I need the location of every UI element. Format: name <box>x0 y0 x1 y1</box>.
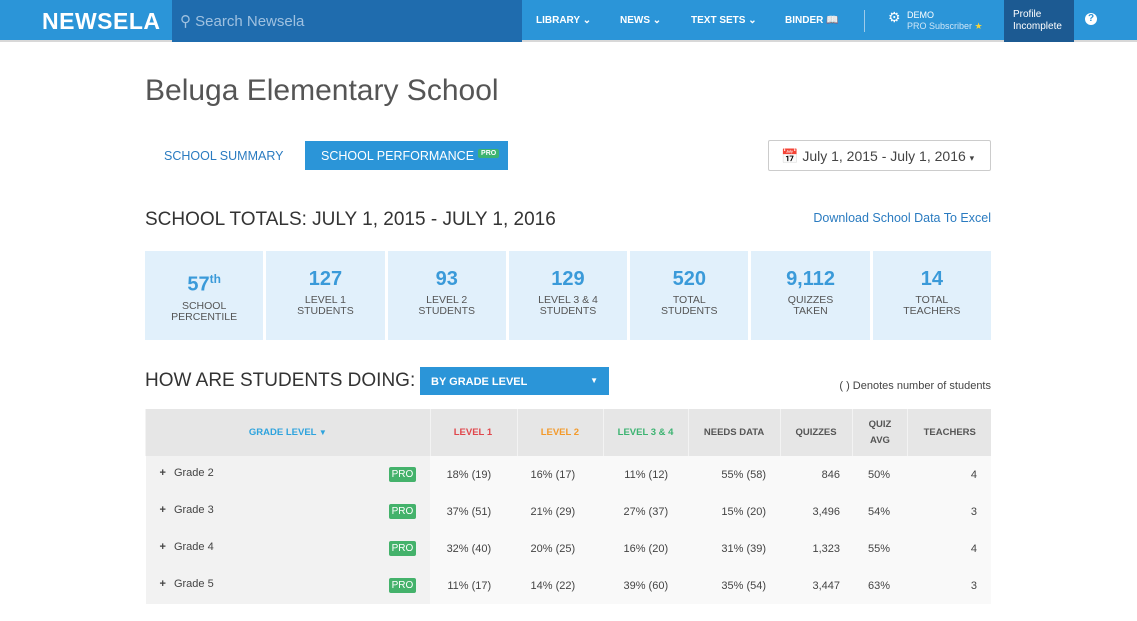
user-menu[interactable]: ⚙ DEMO PRO Subscriber ★ <box>888 9 983 31</box>
stat-total-students: 520 TOTAL STUDENTS <box>630 251 749 340</box>
stat-quizzes: 9,112 QUIZZES TAKEN <box>751 251 870 340</box>
date-range-picker[interactable]: 📅 July 1, 2015 - July 1, 2016 ▾ <box>768 140 991 171</box>
cell-level-1: 18% (19) <box>430 456 518 493</box>
caret-down-icon: ▾ <box>969 153 975 163</box>
stat-level1: 127 LEVEL 1 STUDENTS <box>266 251 385 340</box>
cell-quizzes: 1,323 <box>780 530 852 567</box>
profile-incomplete-link[interactable]: Profile Incomplete <box>1004 0 1074 42</box>
cell-quiz-avg: 63% <box>852 567 908 604</box>
grade-cell[interactable]: + Grade 5 PRO <box>145 567 431 604</box>
cell-quiz-avg: 55% <box>852 530 908 567</box>
cell-teachers: 3 <box>907 567 991 604</box>
nav-text-sets[interactable]: TEXT SETS ⌄ <box>691 15 757 26</box>
search-placeholder: Search Newsela <box>195 13 305 30</box>
expand-plus-icon[interactable]: + <box>159 578 166 590</box>
how-students-heading: HOW ARE STUDENTS DOING: <box>145 370 416 391</box>
cell-level-3-4: 39% (60) <box>603 567 689 604</box>
tab-school-summary[interactable]: SCHOOL SUMMARY <box>164 149 284 163</box>
pro-badge: PRO <box>388 541 417 556</box>
cell-quiz-avg: 50% <box>852 456 908 493</box>
expand-plus-icon[interactable]: + <box>159 541 166 553</box>
cell-quiz-avg: 54% <box>852 493 908 530</box>
star-icon: ★ <box>974 21 983 31</box>
cell-quizzes: 3,496 <box>780 493 852 530</box>
sort-caret-icon: ▼ <box>318 428 327 437</box>
group-by-dropdown[interactable]: BY GRADE LEVEL ▼ <box>420 367 609 395</box>
cell-level-3-4: 27% (37) <box>603 493 689 530</box>
chevron-down-icon: ⌄ <box>652 15 662 26</box>
pro-badge: PRO <box>388 467 417 482</box>
grade-cell[interactable]: + Grade 3 PRO <box>145 493 431 530</box>
cell-needs-data: 55% (58) <box>688 456 781 493</box>
header-level2[interactable]: LEVEL 2 <box>516 409 604 456</box>
header-level1[interactable]: LEVEL 1 <box>429 409 518 456</box>
cell-level-1: 32% (40) <box>430 530 518 567</box>
stats-row: 57th SCHOOL PERCENTILE 127 LEVEL 1 STUDENTS … <box>145 251 991 340</box>
header-grade-level[interactable]: GRADE LEVEL ▼ <box>145 409 431 456</box>
cell-level-2: 20% (25) <box>517 530 604 567</box>
download-excel-link[interactable]: Download School Data To Excel <box>813 211 991 225</box>
table-row: + Grade 2 PRO 18% (19) 16% (17) 11% (12) 55% (… <box>145 456 991 493</box>
cell-quizzes: 3,447 <box>780 567 852 604</box>
nav-divider <box>864 10 865 32</box>
newsela-logo[interactable]: NEWSELA <box>42 8 161 34</box>
pro-badge: PRO <box>388 578 417 593</box>
pro-badge: PRO <box>478 149 500 158</box>
search-icon: ⚲ <box>180 13 191 30</box>
table-row: + Grade 4 PRO 32% (40) 20% (25) 16% (20) 31% (… <box>145 530 991 567</box>
cell-needs-data: 15% (20) <box>688 493 781 530</box>
stat-level2: 93 LEVEL 2 STUDENTS <box>387 251 506 340</box>
pro-badge: PRO <box>388 504 417 519</box>
book-icon: 📖 <box>826 15 839 26</box>
header-teachers[interactable]: TEACHERS <box>907 409 991 456</box>
top-nav-bar: NEWSELA ⚲ Search Newsela LIBRARY ⌄ NEWS … <box>0 0 1137 42</box>
nav-binder[interactable]: BINDER 📖 <box>785 15 839 26</box>
cell-needs-data: 31% (39) <box>688 530 781 567</box>
cell-level-2: 14% (22) <box>517 567 604 604</box>
stat-teachers: 14 TOTAL TEACHERS <box>872 251 991 340</box>
header-quiz-avg[interactable]: QUIZ AVG <box>851 409 908 456</box>
expand-plus-icon[interactable]: + <box>159 504 166 516</box>
cell-level-1: 11% (17) <box>430 567 518 604</box>
header-quizzes[interactable]: QUIZZES <box>779 409 852 456</box>
table-row: + Grade 5 PRO 11% (17) 14% (22) 39% (60) 35% (… <box>145 567 991 604</box>
cell-teachers: 4 <box>907 456 991 493</box>
cell-level-1: 37% (51) <box>430 493 518 530</box>
table-row: + Grade 3 PRO 37% (51) 21% (29) 27% (37) 15% (… <box>145 493 991 530</box>
gear-icon: ⚙ <box>888 9 901 25</box>
cell-level-3-4: 16% (20) <box>603 530 689 567</box>
school-totals-heading: SCHOOL TOTALS: JULY 1, 2015 - JULY 1, 20… <box>145 209 556 230</box>
cell-level-2: 21% (29) <box>517 493 604 530</box>
help-icon[interactable]: ? <box>1085 13 1097 25</box>
cell-needs-data: 35% (54) <box>688 567 781 604</box>
expand-plus-icon[interactable]: + <box>159 467 166 479</box>
grade-cell[interactable]: + Grade 4 PRO <box>145 530 431 567</box>
nav-news[interactable]: NEWS ⌄ <box>620 15 662 26</box>
grade-cell[interactable]: + Grade 2 PRO <box>145 456 431 493</box>
cell-teachers: 3 <box>907 493 991 530</box>
chevron-down-icon: ⌄ <box>748 15 757 26</box>
page-title: Beluga Elementary School <box>145 74 499 107</box>
cell-quizzes: 846 <box>780 456 852 493</box>
calendar-icon: 📅 <box>781 148 799 164</box>
header-level34[interactable]: LEVEL 3 & 4 <box>602 409 689 456</box>
tab-school-performance[interactable]: SCHOOL PERFORMANCE PRO <box>305 141 508 170</box>
nav-library[interactable]: LIBRARY ⌄ <box>536 15 592 26</box>
stat-level34: 129 LEVEL 3 & 4 STUDENTS <box>508 251 628 340</box>
caret-down-icon: ▼ <box>590 376 598 385</box>
grade-table: GRADE LEVEL ▼ LEVEL 1 LEVEL 2 LEVEL 3 & … <box>145 409 991 604</box>
stat-percentile: 57th SCHOOL PERCENTILE <box>145 251 264 340</box>
chevron-down-icon: ⌄ <box>582 15 592 26</box>
cell-teachers: 4 <box>907 530 991 567</box>
search-input[interactable]: ⚲ Search Newsela <box>172 0 522 42</box>
cell-level-2: 16% (17) <box>517 456 604 493</box>
cell-level-3-4: 11% (12) <box>603 456 689 493</box>
header-needs-data[interactable]: NEEDS DATA <box>687 409 781 456</box>
denotes-note: ( ) Denotes number of students <box>839 380 991 392</box>
